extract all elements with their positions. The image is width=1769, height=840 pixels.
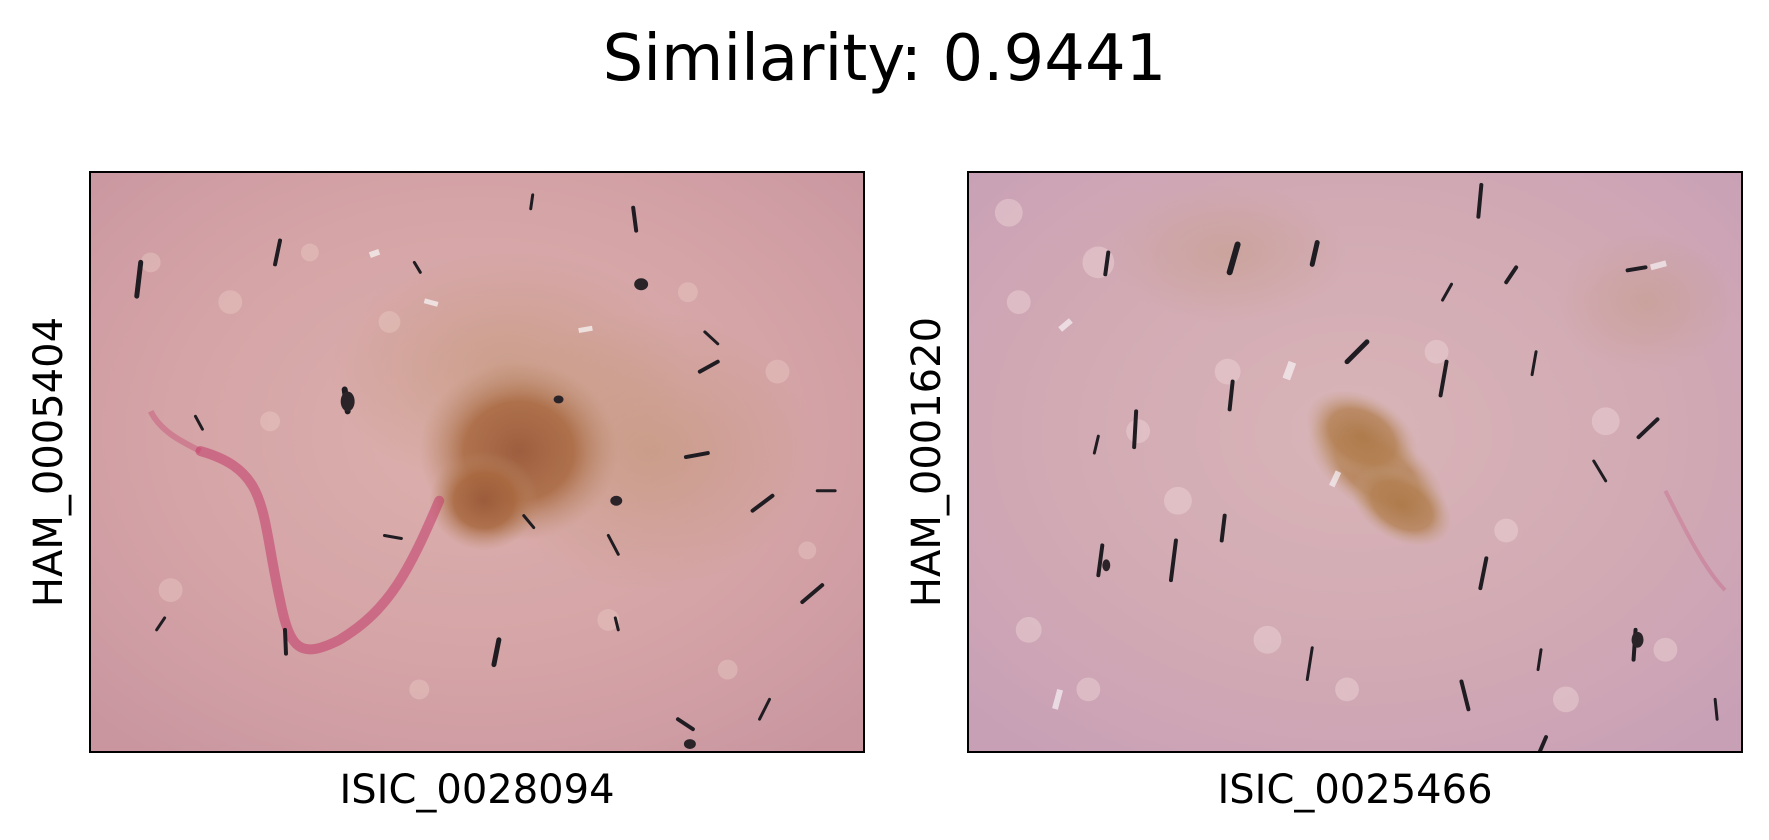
left-image-xlabel: ISIC_0028094 bbox=[339, 767, 615, 813]
left-image-ylabel: HAM_0005404 bbox=[26, 316, 72, 608]
figure-title: Similarity: 0.9441 bbox=[602, 22, 1167, 96]
left-dermoscopy-image bbox=[89, 171, 865, 753]
left-dermoscopy-svg bbox=[91, 173, 863, 751]
right-image-xlabel: ISIC_0025466 bbox=[1217, 767, 1493, 813]
right-dermoscopy-image bbox=[967, 171, 1743, 753]
right-image-ylabel: HAM_0001620 bbox=[904, 316, 950, 608]
right-dermoscopy-svg bbox=[969, 173, 1741, 751]
